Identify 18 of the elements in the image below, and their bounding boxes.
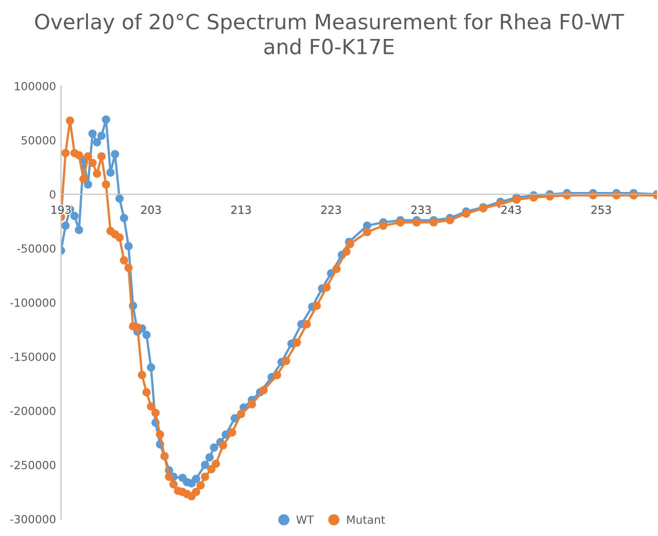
y-tick-label: -100000 — [10, 298, 56, 307]
y-tick-label: 100000 — [14, 82, 56, 90]
y-tick-label: -250000 — [10, 460, 56, 470]
y-tick-label: 0 — [50, 190, 56, 199]
x-tick-label: 233 — [411, 206, 431, 214]
legend-label: WT — [296, 516, 314, 524]
chart-title: Overlay of 20°C Spectrum Measurement for Rhea F0-WT and F0-K17E — [35, 13, 624, 54]
x-tick-label: 203 — [141, 206, 161, 214]
y-tick-label: -50000 — [17, 244, 56, 253]
x-tick-label: 213 — [231, 206, 251, 214]
y-tick-label: -300000 — [10, 514, 56, 524]
legend-label: Mutant — [347, 516, 385, 524]
x-tick-label: 223 — [321, 206, 341, 214]
y-tick-label: -200000 — [10, 406, 56, 416]
x-tick-label: 243 — [501, 206, 521, 214]
x-tick-label: 253 — [591, 206, 611, 214]
y-tick-label: -150000 — [10, 352, 56, 362]
y-tick-label: 50000 — [22, 136, 56, 145]
